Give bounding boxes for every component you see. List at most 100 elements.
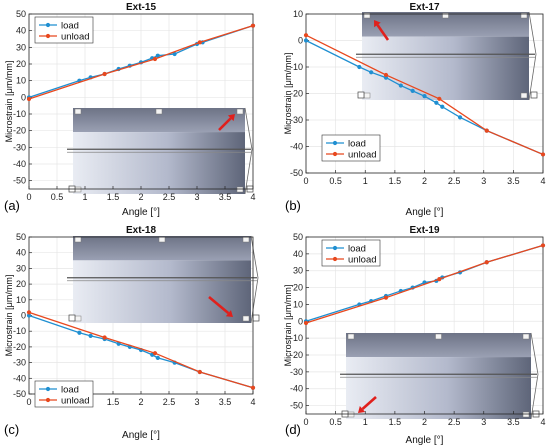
inset-marker	[242, 315, 250, 322]
inset-render-4	[340, 332, 540, 420]
x-axis-label: Angle [°]	[406, 435, 444, 446]
data-point-unload	[484, 260, 489, 265]
x-tick-label: 0.5	[329, 417, 342, 427]
y-tick-label: -30	[13, 142, 26, 152]
y-tick-label: 0	[298, 316, 303, 326]
inset-marker	[347, 333, 355, 340]
y-axis-label: Microstrain [μm/mm]	[4, 275, 14, 357]
y-tick-label: -10	[13, 326, 26, 336]
inset-render-3	[67, 235, 260, 324]
x-tick-label: 2.5	[163, 397, 176, 407]
inset-marker	[522, 411, 530, 418]
red-arrow-head	[227, 114, 235, 122]
legend-label: load	[348, 244, 366, 255]
legend-label: load	[61, 21, 79, 32]
y-tick-label: 0	[21, 92, 26, 102]
legend-label: load	[61, 385, 79, 396]
y-tick-label: 30	[293, 266, 303, 276]
y-tick-label: 40	[16, 248, 26, 258]
data-point-load	[369, 70, 374, 75]
legend-swatch-marker	[332, 140, 338, 146]
x-tick-label: 3.5	[219, 397, 232, 407]
x-tick-label: 0.5	[329, 176, 342, 186]
legend-swatch-marker	[45, 22, 51, 28]
y-tick-label: -10	[290, 62, 303, 72]
data-point-unload	[197, 40, 202, 45]
red-arrow	[376, 24, 390, 41]
y-tick-label: 10	[293, 299, 303, 309]
red-arrow-head	[374, 20, 381, 28]
x-tick-label: 1	[363, 176, 368, 186]
red-arrow	[218, 117, 232, 131]
inset-corner-box	[68, 314, 76, 322]
y-tick-label: -30	[290, 115, 303, 125]
y-axis-label: Microstrain [μm/mm]	[283, 285, 293, 367]
inset-body	[73, 132, 245, 194]
legend-box	[321, 134, 381, 162]
series-line-load	[305, 39, 544, 156]
data-point-unload	[303, 320, 309, 326]
chart-panel-2: 0 0.5 1 1.5 2 2.5 3 3.5 4 -50 -40 -30 -20 -10 0 10 Ext-1…	[283, 2, 546, 218]
data-point-unload	[152, 56, 158, 62]
x-tick-label: 3	[194, 397, 199, 407]
y-tick-label: -20	[13, 126, 26, 136]
y-tick-label: -50	[13, 389, 26, 399]
inset-render-2	[356, 11, 538, 101]
y-tick-label: 0	[21, 311, 26, 321]
y-tick-label: -20	[290, 350, 303, 360]
y-tick-label: -30	[290, 367, 303, 377]
y-tick-label: 50	[293, 232, 303, 242]
data-point-load	[172, 51, 177, 57]
inset-marker	[442, 12, 449, 19]
y-tick-label: 40	[16, 26, 26, 36]
y-tick-label: 40	[293, 249, 303, 259]
x-tick-label: 3.5	[219, 192, 232, 202]
red-arrow-head	[358, 406, 366, 413]
inset-body	[346, 357, 531, 419]
legend-swatch-marker	[45, 386, 51, 392]
inset-marker	[363, 12, 371, 19]
y-tick-label: -30	[13, 358, 26, 368]
data-point-unload	[26, 96, 32, 102]
data-point-unload	[540, 243, 546, 248]
x-tick-label: 2.5	[448, 176, 461, 186]
legend-box	[34, 380, 94, 408]
data-point-load	[357, 64, 362, 70]
data-point-load	[440, 104, 445, 109]
inset-marker	[74, 108, 82, 115]
x-tick-label: 2	[422, 417, 427, 427]
y-tick-label: 50	[16, 9, 26, 19]
inset-marker	[363, 92, 371, 99]
data-point-load	[398, 83, 403, 88]
x-tick-label: 3.5	[507, 176, 520, 186]
y-tick-label: -50	[13, 176, 26, 186]
inset-edge	[530, 332, 539, 420]
inset-marker	[74, 236, 82, 243]
inset-marker	[347, 411, 355, 418]
inset-edge	[244, 107, 253, 195]
panel-label-a: (a)	[4, 198, 20, 213]
chart-title: Ext-15	[126, 2, 156, 13]
y-tick-label: -40	[290, 384, 303, 394]
data-point-load	[26, 313, 32, 318]
y-tick-label: -20	[290, 89, 303, 99]
y-tick-label: 20	[16, 59, 26, 69]
red-arrow	[208, 296, 230, 315]
panel-label-b: (b)	[285, 198, 301, 213]
data-point-load	[88, 333, 93, 339]
y-tick-label: 20	[16, 279, 26, 289]
y-tick-label: 0	[298, 36, 303, 46]
y-tick-label: 50	[16, 232, 26, 242]
x-tick-label: 0	[26, 397, 31, 407]
data-point-unload	[484, 128, 489, 133]
x-tick-label: 1.5	[389, 176, 402, 186]
inset-marker	[522, 333, 530, 340]
inset-render-1	[67, 107, 254, 195]
panel-label-d: (d)	[285, 422, 301, 437]
x-tick-label: 0	[303, 417, 308, 427]
red-arrow	[361, 396, 377, 410]
